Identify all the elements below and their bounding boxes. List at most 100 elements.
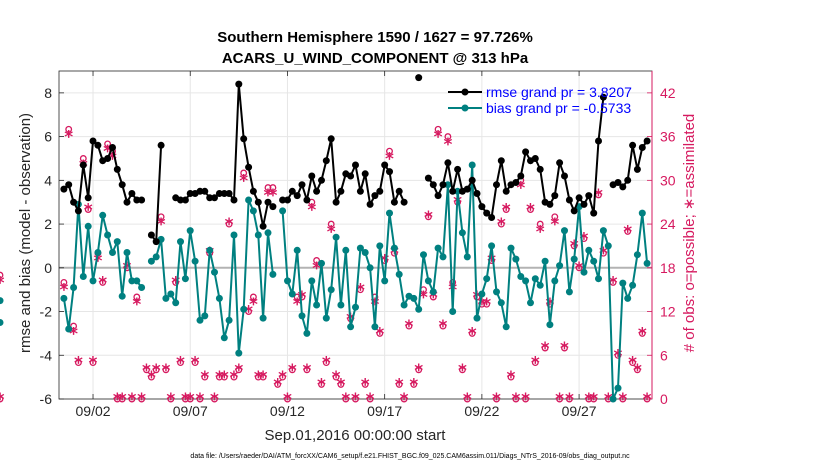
obs-assimilated-point: * bbox=[560, 339, 569, 359]
rmse-series-point bbox=[293, 192, 301, 200]
y-tick-label-right: 24 bbox=[660, 216, 676, 232]
rmse-series-point bbox=[303, 196, 311, 204]
bias-series-point bbox=[172, 299, 180, 307]
obs-assimilated-point: * bbox=[322, 354, 331, 374]
bias-series-point bbox=[493, 288, 500, 296]
obs-assimilated-point: * bbox=[137, 390, 146, 410]
obs-possible-point bbox=[531, 359, 539, 367]
bias-series-point bbox=[624, 294, 632, 302]
obs-assimilated-point: * bbox=[254, 368, 263, 388]
obs-possible-point bbox=[415, 366, 423, 374]
rmse-series-point bbox=[128, 190, 136, 197]
rmse-series-point bbox=[551, 192, 559, 200]
rmse-series-point bbox=[633, 165, 641, 173]
bias-series-point bbox=[390, 244, 398, 252]
chart-title-line2: ACARS_U_WIND_COMPONENT @ 313 hPa bbox=[222, 50, 529, 67]
obs-assimilated-point: * bbox=[409, 375, 418, 395]
bias-series-point bbox=[478, 290, 486, 298]
obs-assimilated-point: * bbox=[132, 295, 141, 315]
obs-possible-point bbox=[444, 133, 452, 141]
rmse-series-point bbox=[444, 159, 452, 167]
bias-series-point bbox=[220, 334, 228, 342]
y-axis-label-right: # of obs: o=possible; ∗=assimilated bbox=[681, 114, 698, 353]
y-tick-label-right: 6 bbox=[660, 347, 668, 363]
bias-series-point bbox=[186, 227, 194, 235]
bias-series-point bbox=[376, 242, 384, 250]
bias-series-point bbox=[303, 329, 311, 337]
obs-possible-point bbox=[332, 373, 340, 381]
rmse-series-point bbox=[439, 181, 447, 189]
rmse-series-point bbox=[522, 148, 530, 156]
bias-series-point bbox=[463, 253, 471, 261]
obs-possible-point bbox=[79, 155, 87, 162]
rmse-series-point bbox=[308, 172, 316, 180]
obs-assimilated-point: * bbox=[302, 361, 311, 381]
rmse-series-point bbox=[390, 198, 398, 206]
rmse-series-point bbox=[434, 192, 442, 200]
rmse-series-point bbox=[376, 187, 384, 195]
obs-assimilated-point: * bbox=[458, 361, 467, 381]
obs-assimilated-point: * bbox=[234, 361, 243, 381]
rmse-series-point bbox=[249, 187, 257, 195]
bias-series-point bbox=[206, 246, 214, 254]
rmse-series-point bbox=[599, 93, 607, 101]
obs-assimilated-point: * bbox=[439, 317, 448, 337]
bias-series-point bbox=[439, 253, 447, 261]
bias-series-point bbox=[420, 251, 427, 259]
rmse-series-point bbox=[89, 137, 97, 145]
rmse-series-point bbox=[585, 192, 593, 200]
obs-possible-point bbox=[230, 373, 238, 381]
bias-series-point bbox=[638, 209, 646, 217]
bias-series bbox=[62, 203, 143, 330]
x-tick-label: 09/17 bbox=[367, 403, 402, 419]
obs-possible-point bbox=[395, 380, 403, 388]
y-tick-label-left: 4 bbox=[44, 172, 52, 188]
obs-possible-point bbox=[536, 220, 544, 228]
obs-possible-point bbox=[225, 220, 233, 228]
rmse-series-point bbox=[245, 163, 253, 171]
obs-assimilated-point: * bbox=[482, 295, 491, 315]
rmse-series-point bbox=[536, 165, 544, 173]
legend-bias-label: bias grand pr = -0.5733 bbox=[486, 100, 631, 116]
obs-possible-point bbox=[298, 293, 306, 301]
bias-series-point bbox=[181, 275, 189, 283]
obs-assimilated-point: * bbox=[186, 390, 195, 410]
bias-series-point bbox=[551, 277, 559, 285]
obs-assimilated-point: * bbox=[599, 244, 608, 264]
obs-possible-point bbox=[405, 322, 413, 330]
bias-series-point bbox=[536, 281, 544, 289]
bias-series-point bbox=[585, 246, 593, 254]
obs-assimilated-point: * bbox=[268, 186, 277, 206]
obs-possible-point bbox=[201, 373, 209, 381]
obs-assimilated-point: * bbox=[118, 390, 127, 410]
bias-series-point bbox=[541, 257, 549, 265]
obs-possible-point bbox=[361, 380, 369, 388]
rmse-series-point bbox=[259, 222, 267, 230]
obs-possible-point bbox=[556, 395, 564, 403]
obs-assimilated-point: * bbox=[614, 346, 623, 366]
obs-possible-point bbox=[458, 366, 466, 374]
obs-possible-point bbox=[502, 206, 510, 213]
obs-assimilated-point: * bbox=[288, 361, 297, 381]
bias-series-point bbox=[599, 227, 607, 235]
bias-series-point bbox=[381, 277, 389, 285]
obs-possible-point bbox=[128, 395, 136, 403]
rmse-series-point bbox=[449, 187, 457, 195]
bias-series-point bbox=[361, 249, 369, 256]
bias-series-point bbox=[517, 273, 525, 280]
obs-possible-point bbox=[288, 366, 296, 374]
obs-possible-point bbox=[191, 359, 199, 367]
rmse-series-point bbox=[157, 141, 165, 149]
rmse-series-point bbox=[493, 181, 500, 189]
bias-series-point bbox=[556, 262, 564, 270]
obs-possible-point bbox=[162, 366, 170, 374]
bias-series-point bbox=[619, 279, 627, 287]
bias-series-point bbox=[138, 284, 146, 291]
obs-possible-point bbox=[565, 395, 573, 403]
obs-assimilated-point: * bbox=[414, 361, 423, 381]
obs-assimilated-point: * bbox=[526, 201, 535, 221]
rmse-series-point bbox=[531, 155, 539, 162]
bias-series-point bbox=[215, 294, 223, 302]
rmse-series-point bbox=[254, 198, 262, 206]
obs-assimilated-point: * bbox=[550, 215, 559, 235]
